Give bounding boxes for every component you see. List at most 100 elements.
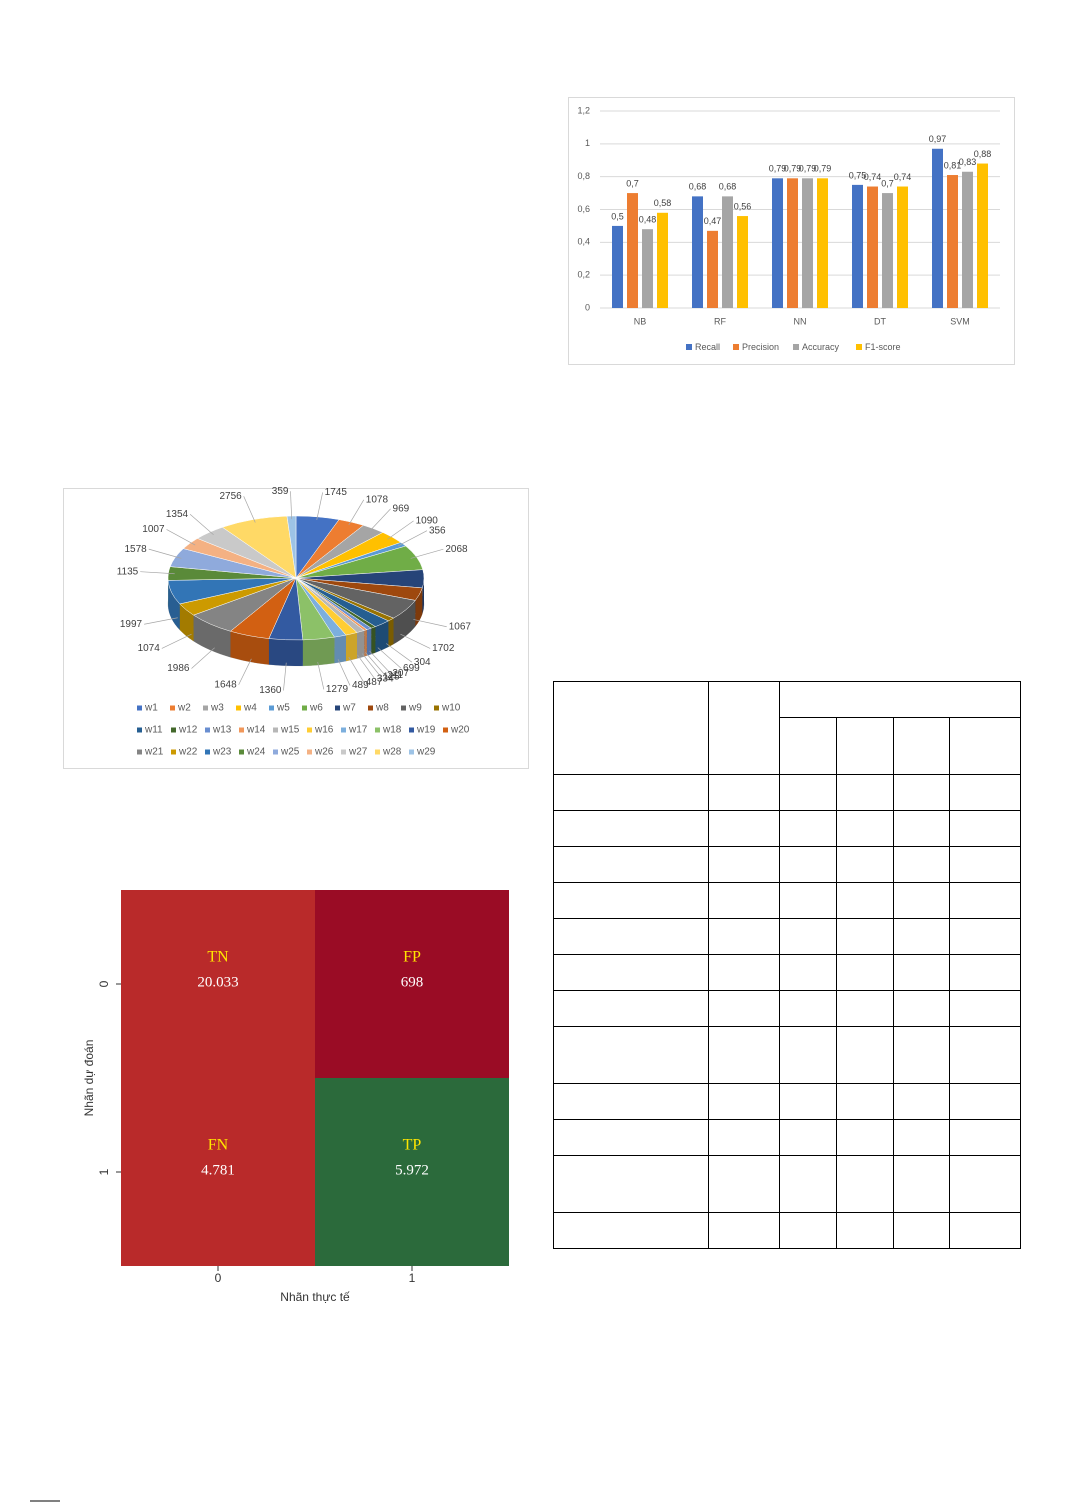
data-label: 1135	[117, 566, 139, 577]
legend-label: w27	[348, 747, 368, 758]
pie-side	[356, 630, 365, 659]
data-label: 356	[429, 525, 446, 536]
data-label: 0,56	[734, 201, 752, 211]
data-label: 1648	[214, 679, 237, 690]
legend-swatch	[239, 749, 244, 755]
legend-swatch	[856, 344, 862, 350]
heatmap-cell	[121, 890, 315, 1078]
bar	[772, 178, 783, 308]
data-label: 0,68	[719, 182, 737, 192]
y-tick-label: 0,2	[577, 270, 590, 280]
legend-swatch	[137, 727, 142, 733]
legend-swatch	[375, 727, 380, 733]
pie-side	[366, 628, 372, 656]
legend-label: w26	[314, 747, 334, 758]
data-label: 1986	[167, 663, 190, 674]
leader-line	[369, 508, 391, 532]
data-label: 1354	[166, 509, 189, 520]
leader-line	[377, 647, 402, 669]
legend-label: w20	[450, 725, 470, 736]
data-label: 0,68	[689, 182, 707, 192]
x-tick-label: DT	[874, 316, 886, 326]
legend-label: w8	[375, 703, 389, 714]
pie-side	[230, 631, 269, 665]
cell-value: 20.033	[197, 974, 238, 990]
y-tick-label: 1	[97, 1168, 111, 1175]
legend-swatch	[401, 705, 406, 711]
pie-side	[334, 635, 346, 664]
x-tick-label: RF	[714, 316, 726, 326]
leader-line	[413, 619, 447, 628]
y-tick-label: 0,4	[577, 237, 590, 247]
pie-side	[375, 620, 389, 653]
bar	[627, 193, 638, 308]
data-label: 1067	[449, 621, 472, 632]
heatmap-cell	[315, 1078, 509, 1266]
bar	[977, 163, 988, 308]
leader-line	[337, 659, 351, 686]
leader-line	[410, 548, 444, 559]
pie-side	[193, 615, 231, 658]
data-label: 489	[352, 680, 369, 691]
bar	[932, 148, 943, 308]
data-label: 0,48	[639, 215, 657, 225]
leader-line	[365, 652, 386, 676]
leader-line	[189, 513, 214, 535]
legend-label: w12	[178, 725, 198, 736]
pie-side	[388, 618, 394, 647]
legend-swatch	[171, 727, 176, 733]
legend-label: w2	[177, 703, 191, 714]
cell-value: 698	[401, 974, 424, 990]
legend-label: w24	[246, 747, 266, 758]
data-label: 1360	[259, 685, 282, 696]
y-tick-label: 0,8	[577, 171, 590, 181]
data-label: 1007	[142, 524, 165, 535]
legend-swatch	[375, 749, 380, 755]
data-label: 0,47	[704, 216, 722, 226]
data-label: 0,5	[611, 211, 624, 221]
legend-swatch	[273, 727, 278, 733]
bar	[852, 184, 863, 308]
legend-label: w14	[246, 725, 266, 736]
leader-line	[361, 653, 382, 678]
data-label: 1078	[366, 494, 389, 505]
legend-label: F1-score	[865, 342, 901, 352]
y-axis-label: Nhãn dự đoán	[82, 1040, 96, 1117]
pie-side	[393, 600, 416, 645]
legend-label: w16	[314, 725, 334, 736]
bar	[882, 193, 893, 308]
data-label: 1702	[432, 643, 455, 654]
pie-side	[415, 587, 423, 627]
leader-line	[166, 529, 196, 546]
legend-label: w10	[441, 703, 461, 714]
legend-label: w18	[382, 725, 402, 736]
x-axis-label: Nhãn thực tế	[280, 1290, 350, 1304]
pie-side	[179, 603, 194, 642]
x-tick-label: 1	[409, 1271, 416, 1285]
leader-line	[369, 650, 391, 674]
legend-label: w4	[243, 703, 257, 714]
data-label: 0,75	[849, 170, 867, 180]
leader-line	[386, 643, 413, 663]
legend-swatch	[686, 344, 692, 350]
leader-line	[191, 647, 215, 669]
leader-line	[317, 661, 325, 690]
leader-line	[283, 662, 287, 691]
legend-swatch	[137, 705, 142, 711]
data-label: 359	[272, 486, 289, 497]
legend-swatch	[434, 705, 439, 711]
data-label: 1578	[124, 544, 147, 555]
x-tick-label: 0	[215, 1271, 222, 1285]
table	[553, 681, 1021, 1249]
legend-swatch	[273, 749, 278, 755]
legend-swatch	[368, 705, 373, 711]
legend-swatch	[203, 705, 208, 711]
x-tick-label: SVM	[950, 316, 970, 326]
pie-side	[302, 637, 335, 666]
heatmap-cell	[315, 890, 509, 1078]
data-label: 0,79	[784, 164, 802, 174]
legend-swatch	[409, 727, 414, 733]
data-label: 0,79	[769, 164, 787, 174]
heatmap-cell	[121, 1078, 315, 1266]
